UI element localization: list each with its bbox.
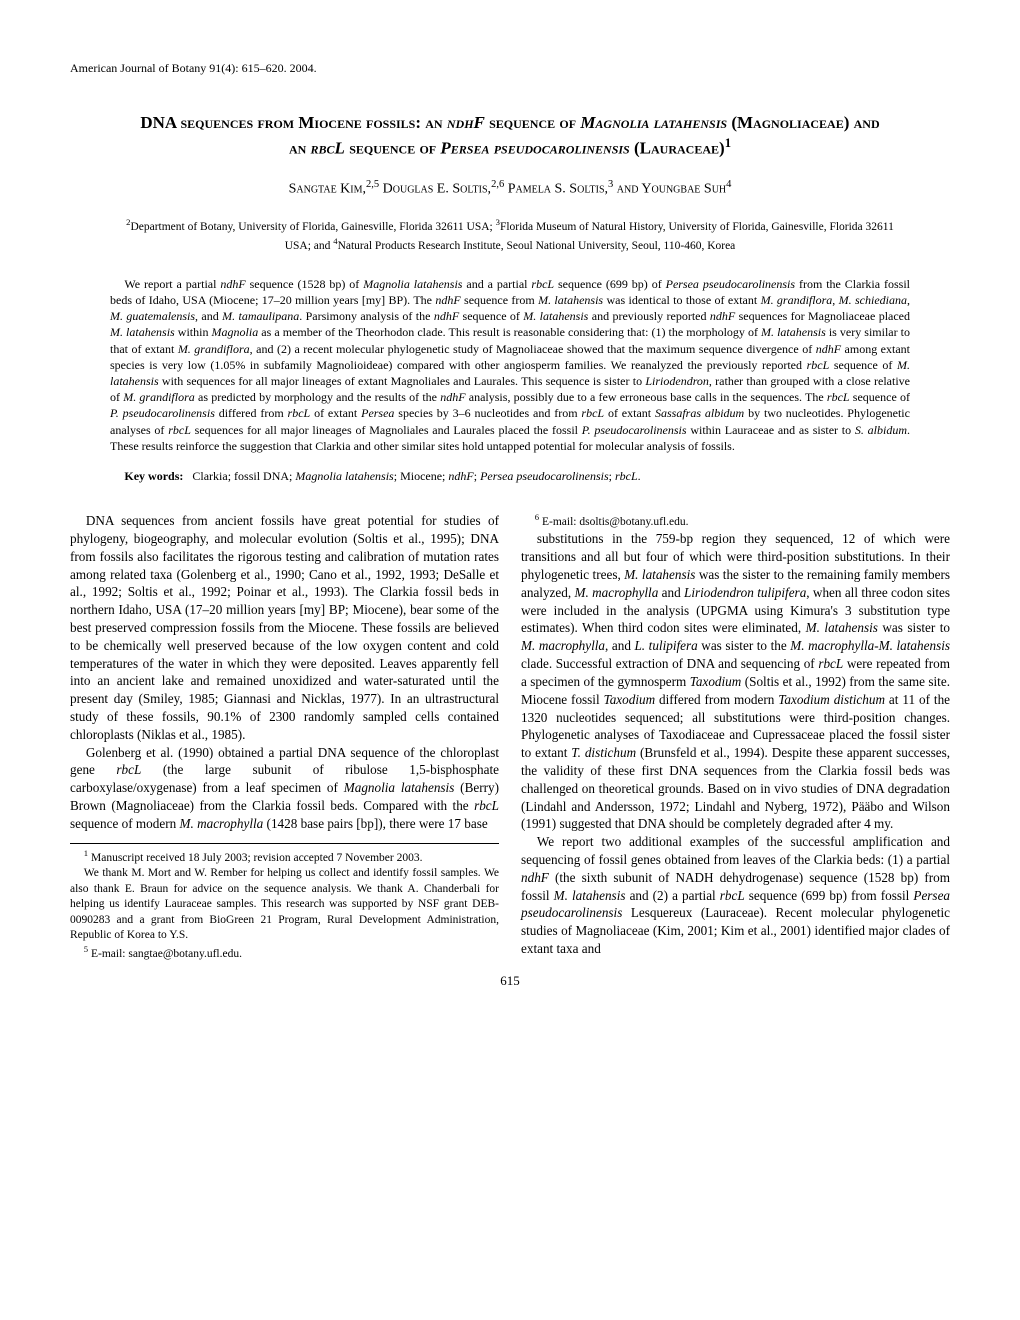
footnote-ack: We thank M. Mort and W. Rember for helpi… [70, 866, 499, 944]
article-title: DNA sequences from Miocene fossils: an n… [130, 111, 890, 160]
keywords-label: Key words: [124, 469, 183, 483]
abstract: We report a partial ndhF sequence (1528 … [110, 276, 910, 454]
body-p1: DNA sequences from ancient fossils have … [70, 512, 499, 744]
footnote-5: 5 E-mail: sangtae@botany.ufl.edu. [70, 944, 499, 962]
affiliations: 2Department of Botany, University of Flo… [120, 216, 900, 254]
journal-header: American Journal of Botany 91(4): 615–62… [70, 60, 950, 76]
body-p4: We report two additional examples of the… [521, 833, 950, 958]
keywords-text: Clarkia; fossil DNA; Magnolia latahensis… [192, 469, 640, 483]
footnote-6: 6 E-mail: dsoltis@botany.ufl.edu. [521, 512, 950, 530]
body-columns: DNA sequences from ancient fossils have … [70, 512, 950, 962]
footnote-1: 1 Manuscript received 18 July 2003; revi… [70, 848, 499, 866]
body-p3: substitutions in the 759-bp region they … [521, 530, 950, 833]
authors: Sangtae Kim,2,5 Douglas E. Soltis,2,6 Pa… [70, 178, 950, 200]
keywords: Key words: Clarkia; fossil DNA; Magnolia… [110, 468, 910, 484]
page-number: 615 [70, 972, 950, 990]
body-p2: Golenberg et al. (1990) obtained a parti… [70, 744, 499, 833]
